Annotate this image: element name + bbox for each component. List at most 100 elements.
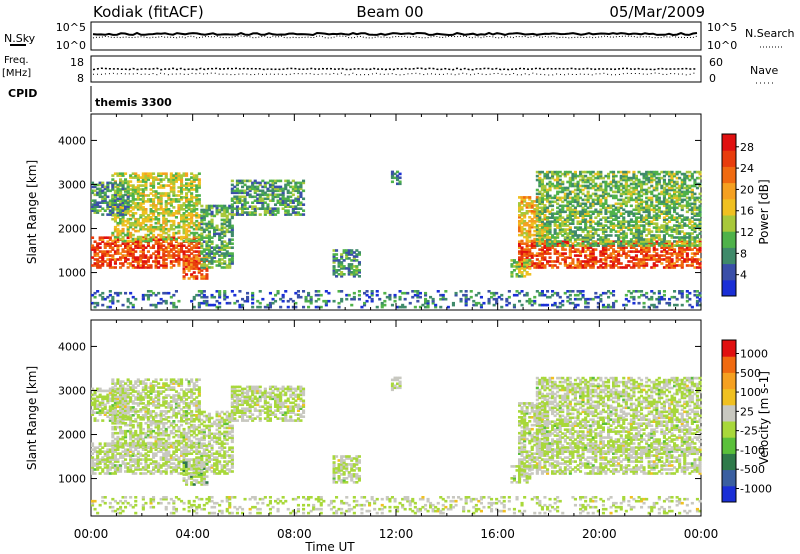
range-time-cell <box>119 244 123 247</box>
range-time-cell <box>612 180 616 184</box>
range-time-cell <box>685 174 689 178</box>
range-time-cell <box>540 227 544 231</box>
range-time-cell <box>119 221 123 225</box>
range-time-cell <box>599 258 603 261</box>
range-time-cell <box>688 208 692 212</box>
range-time-cell <box>98 256 102 259</box>
range-time-cell <box>174 290 178 293</box>
range-time-cell <box>538 293 542 297</box>
range-time-cell <box>650 196 654 200</box>
range-time-cell <box>182 188 186 191</box>
range-time-cell <box>134 242 138 245</box>
range-time-cell <box>665 226 669 229</box>
range-time-cell <box>197 216 201 219</box>
range-time-cell <box>144 194 148 197</box>
range-time-cell <box>540 256 544 259</box>
range-time-cell <box>535 174 539 178</box>
range-time-cell <box>548 200 552 204</box>
range-time-cell <box>645 176 649 180</box>
range-time-cell <box>642 180 646 184</box>
range-time-cell <box>223 262 227 265</box>
range-time-cell <box>619 206 623 210</box>
range-time-cell <box>678 250 682 253</box>
range-time-cell <box>640 252 644 255</box>
range-time-cell <box>416 291 420 295</box>
range-time-cell <box>136 223 140 227</box>
range-time-cell <box>657 192 661 196</box>
range-time-cell <box>673 248 677 251</box>
range-time-cell <box>248 211 252 214</box>
range-time-cell <box>192 233 196 237</box>
range-time-cell <box>454 291 458 295</box>
range-time-cell <box>266 205 270 208</box>
range-time-cell <box>607 192 611 196</box>
range-time-cell <box>185 192 189 195</box>
range-time-cell <box>579 212 583 215</box>
range-time-cell <box>594 202 598 206</box>
range-time-cell <box>152 180 156 183</box>
range-time-cell <box>131 227 135 231</box>
range-time-cell <box>657 214 661 217</box>
range-time-cell <box>119 195 123 199</box>
range-time-cell <box>662 190 666 194</box>
range-time-cell <box>220 246 224 249</box>
range-time-cell <box>106 213 110 216</box>
range-time-cell <box>530 200 534 203</box>
range-time-cell <box>673 184 677 188</box>
range-time-cell <box>690 244 694 247</box>
range-time-cell <box>673 172 677 176</box>
range-time-cell <box>652 262 656 265</box>
range-time-cell <box>291 189 295 193</box>
range-time-cell <box>556 190 560 194</box>
range-time-cell <box>573 254 577 257</box>
range-time-cell <box>96 252 100 255</box>
range-time-cell <box>568 230 572 233</box>
range-time-cell <box>190 246 194 249</box>
range-time-cell <box>355 249 359 252</box>
range-time-cell <box>520 303 524 307</box>
range-time-cell <box>149 216 153 219</box>
range-time-cell <box>675 252 679 255</box>
range-time-cell <box>126 231 130 235</box>
range-time-cell <box>162 217 166 221</box>
range-time-cell <box>548 244 552 247</box>
range-time-cell <box>119 256 123 259</box>
range-time-cell <box>225 266 229 269</box>
range-time-cell <box>561 180 565 184</box>
range-time-cell <box>530 219 534 223</box>
range-time-cell <box>185 223 189 227</box>
range-time-cell <box>637 224 641 227</box>
range-time-cell <box>347 293 351 297</box>
range-time-cell <box>162 212 166 215</box>
range-time-cell <box>518 216 522 219</box>
range-time-cell <box>174 225 178 229</box>
range-time-cell <box>632 290 636 293</box>
range-time-cell <box>652 250 656 253</box>
range-time-cell <box>111 254 115 257</box>
range-time-cell <box>558 174 562 178</box>
range-time-cell <box>180 180 184 183</box>
range-time-cell <box>235 299 239 303</box>
range-time-cell <box>637 194 641 198</box>
range-time-cell <box>535 266 539 269</box>
range-time-cell <box>119 206 123 209</box>
range-time-cell <box>629 238 633 241</box>
range-time-cell <box>268 209 272 212</box>
range-time-cell <box>563 262 567 265</box>
range-time-cell <box>174 172 178 175</box>
range-time-cell <box>548 180 552 184</box>
range-time-cell <box>302 181 306 185</box>
range-time-cell <box>568 266 572 269</box>
range-time-cell <box>647 232 651 235</box>
range-time-cell <box>215 264 219 267</box>
range-time-cell <box>528 248 532 251</box>
range-time-cell <box>355 273 359 276</box>
range-time-cell <box>177 208 181 211</box>
range-time-cell <box>195 178 199 181</box>
range-time-cell <box>401 305 405 309</box>
range-time-cell <box>518 256 522 259</box>
range-time-cell <box>647 220 651 223</box>
range-time-cell <box>149 204 153 207</box>
range-time-cell <box>340 273 344 276</box>
range-time-cell <box>589 216 593 219</box>
